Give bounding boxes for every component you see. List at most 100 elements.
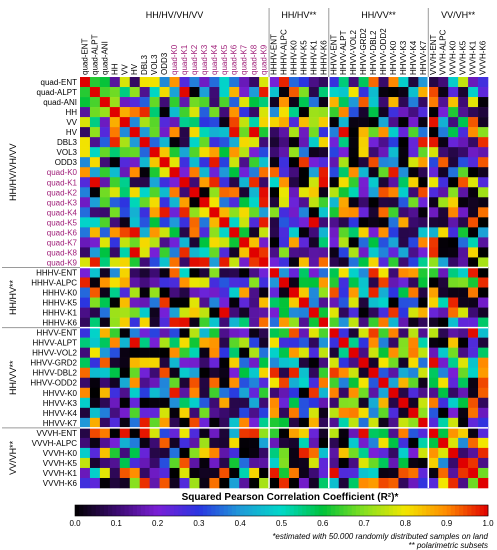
heatmap-cell [209, 317, 220, 328]
heatmap-cell [408, 467, 419, 479]
colorbar-segment [194, 505, 200, 516]
heatmap-cell [129, 387, 141, 399]
heatmap-cell [129, 417, 141, 429]
heatmap-cell [269, 77, 280, 88]
heatmap-cell [89, 187, 101, 198]
heatmap-cell [338, 227, 349, 238]
heatmap-cell [448, 177, 459, 188]
heatmap-cell [408, 177, 419, 188]
heatmap-cell [269, 457, 280, 469]
column-label: HHVV-K3 [399, 40, 408, 75]
heatmap-cell [279, 227, 290, 238]
colorbar-segment [417, 505, 423, 516]
heatmap-cell [308, 227, 320, 238]
heatmap-cell [89, 447, 101, 459]
heatmap-cell [428, 147, 439, 158]
heatmap-cell [199, 197, 210, 208]
heatmap-cell [89, 417, 101, 429]
heatmap-cell [328, 397, 340, 409]
heatmap-cell [448, 87, 459, 98]
heatmap-cell [209, 217, 220, 228]
heatmap-cell [438, 467, 449, 479]
heatmap-cell [468, 147, 479, 158]
heatmap-cell [129, 177, 141, 188]
colorbar-segment [116, 505, 121, 516]
heatmap-cell [338, 267, 349, 278]
colorbar-segment [136, 505, 142, 516]
heatmap-cell [219, 447, 230, 459]
heatmap-cell [368, 97, 379, 108]
heatmap-cell [288, 147, 300, 158]
heatmap-cell [179, 147, 190, 158]
heatmap-cell [408, 427, 419, 439]
heatmap-cell [388, 157, 399, 168]
heatmap-cell [269, 87, 280, 98]
heatmap-cell [239, 97, 250, 108]
heatmap-cell [398, 447, 409, 459]
heatmap-cell [358, 167, 369, 178]
heatmap-cell [159, 357, 170, 368]
heatmap-cell [358, 137, 369, 148]
heatmap-cell [159, 117, 170, 128]
heatmap-cell [149, 447, 160, 459]
heatmap-cell [328, 427, 340, 439]
heatmap-cell [279, 347, 290, 358]
heatmap-cell [139, 317, 150, 328]
heatmap-cell [368, 467, 379, 479]
heatmap-cell [189, 407, 200, 419]
heatmap-cell [269, 97, 280, 108]
heatmap-cell [269, 377, 280, 389]
heatmap-cell [298, 457, 310, 469]
heatmap-cell [368, 407, 379, 419]
colorbar-segment [145, 505, 150, 516]
heatmap-cell [159, 407, 170, 419]
heatmap-cell [179, 397, 190, 409]
heatmap-cell [298, 427, 310, 439]
heatmap-cell [418, 447, 429, 459]
heatmap-cell [139, 147, 150, 158]
heatmap-cell [428, 357, 439, 368]
heatmap-cell [89, 377, 101, 389]
heatmap-cell [348, 197, 359, 208]
heatmap-cell [169, 407, 180, 419]
heatmap-cell [378, 187, 389, 198]
heatmap-cell [478, 267, 489, 278]
heatmap-cell [398, 397, 409, 409]
heatmap-cell [288, 307, 300, 318]
heatmap-cell [428, 317, 439, 328]
heatmap-cell [199, 137, 210, 148]
heatmap-cell [159, 187, 170, 198]
heatmap-cell [179, 107, 190, 118]
heatmap-cell [458, 97, 469, 108]
heatmap-cell [80, 427, 91, 439]
heatmap-cell [378, 387, 389, 399]
heatmap-cell [428, 367, 439, 379]
column-label: HHHV-ALPC [280, 29, 289, 75]
heatmap-cell [239, 367, 250, 379]
heatmap-cell [398, 307, 409, 318]
heatmap-cell [89, 157, 101, 168]
heatmap-cell [239, 197, 250, 208]
heatmap-cell [239, 77, 250, 88]
heatmap-cell [239, 207, 250, 218]
heatmap-cell [229, 297, 240, 308]
heatmap-cell [378, 117, 389, 128]
heatmap-cell [408, 227, 419, 238]
heatmap-cell [249, 467, 260, 479]
heatmap-cell [189, 107, 200, 118]
heatmap-cell [89, 287, 101, 298]
heatmap-cell [328, 237, 340, 248]
heatmap-cell [428, 97, 439, 108]
colorbar-segment [322, 505, 328, 516]
heatmap-cell [189, 367, 200, 379]
heatmap-cell [99, 267, 111, 278]
heatmap-cell [279, 377, 290, 389]
heatmap-cell [328, 147, 340, 158]
heatmap-cell [279, 477, 290, 489]
group-header-top: HH/HV** [281, 10, 317, 20]
heatmap-cell [378, 347, 389, 358]
heatmap-cell [288, 447, 300, 459]
heatmap-cell [448, 317, 459, 328]
heatmap-cell [169, 247, 180, 258]
heatmap-cell [259, 337, 270, 348]
